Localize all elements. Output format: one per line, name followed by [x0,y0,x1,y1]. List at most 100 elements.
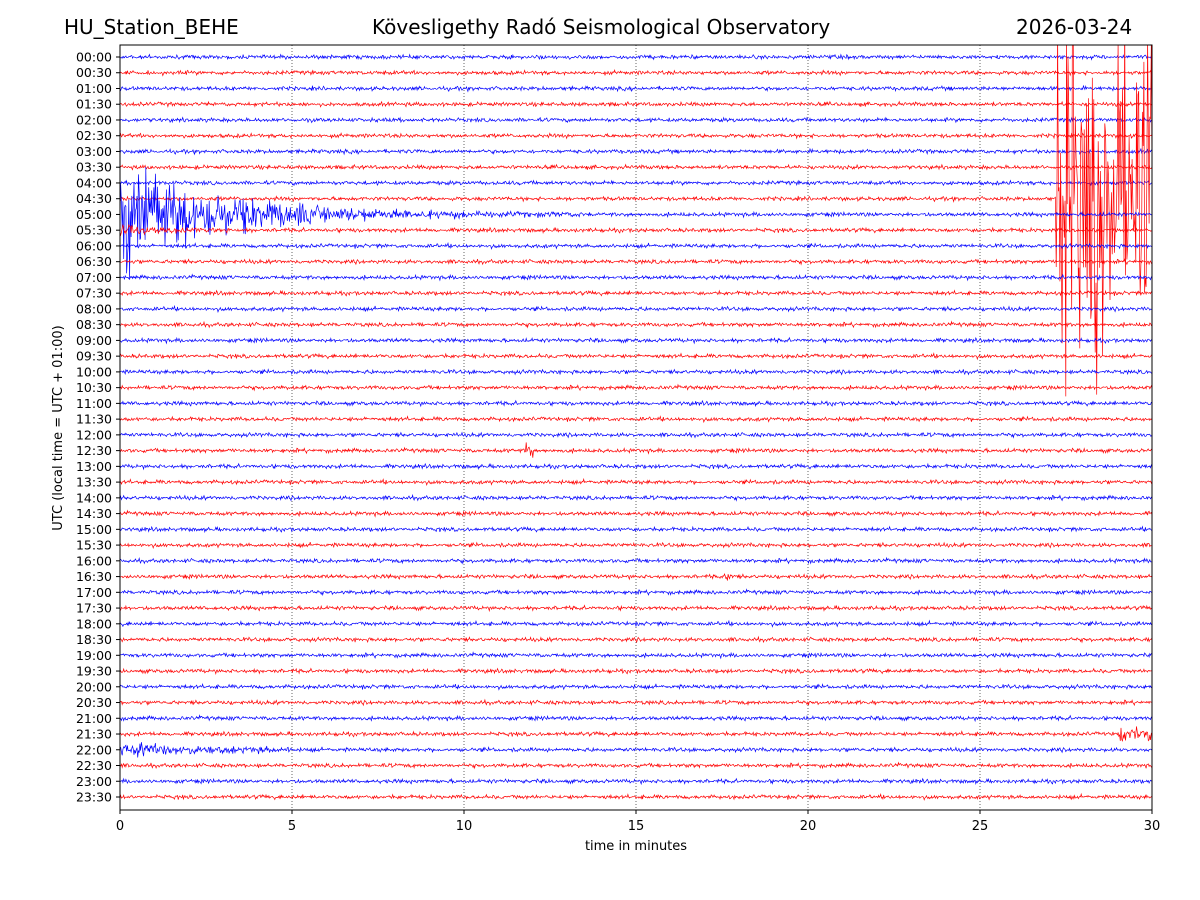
trace-0800 [120,304,1152,313]
row-label: 10:30 [76,380,112,395]
trace-1330 [120,477,1152,487]
row-label: 11:30 [76,412,112,427]
row-label: 06:00 [76,238,112,253]
row-label: 11:00 [76,396,112,411]
row-label: 18:00 [76,616,112,631]
trace-1200 [120,431,1152,439]
row-label: 09:30 [76,349,112,364]
row-label: 17:30 [76,601,112,616]
row-label: 15:30 [76,538,112,553]
trace-0500 [120,166,1152,280]
row-label: 16:00 [76,553,112,568]
trace-1730 [120,604,1152,613]
trace-2200 [120,742,1152,758]
x-tick-label: 25 [972,819,989,834]
x-tick-label: 0 [116,819,124,834]
trace-1700 [120,588,1152,597]
trace-1600 [120,556,1152,565]
trace-1030 [120,383,1152,392]
trace-0900 [120,336,1152,345]
row-label: 08:30 [76,317,112,332]
trace-1900 [120,651,1152,660]
row-label: 08:00 [76,301,112,316]
row-label: 14:00 [76,490,112,505]
row-label: 22:30 [76,758,112,773]
trace-1300 [120,462,1152,471]
row-label: 19:30 [76,664,112,679]
trace-0430 [120,45,1152,397]
row-label: 12:00 [76,427,112,442]
trace-0000 [120,53,1152,61]
x-tick-label: 5 [288,819,296,834]
y-axis-label: UTC (local time = UTC + 01:00) [51,325,66,530]
row-label: 01:30 [76,97,112,112]
trace-1630 [120,572,1152,581]
trace-1400 [120,493,1152,502]
trace-0700 [120,273,1152,282]
trace-0200 [120,116,1152,124]
row-label: 13:30 [76,475,112,490]
row-label: 13:00 [76,459,112,474]
row-label: 04:30 [76,191,112,206]
trace-0930 [120,352,1152,361]
trace-1100 [120,399,1152,408]
x-axis-label: time in minutes [585,839,687,854]
trace-1430 [120,509,1152,518]
trace-0330 [120,163,1152,171]
row-label: 07:00 [76,270,112,285]
station-label: HU_Station_BEHE [64,15,239,39]
row-label: 01:00 [76,81,112,96]
row-label: 00:30 [76,65,112,80]
trace-2300 [120,777,1152,786]
row-label: 00:00 [76,50,112,65]
row-label: 14:30 [76,506,112,521]
trace-2330 [120,792,1152,801]
trace-1230 [120,442,1152,458]
trace-0300 [120,147,1152,156]
trace-1000 [120,368,1152,376]
trace-0730 [120,289,1152,297]
row-label: 06:30 [76,254,112,269]
row-label: 12:30 [76,443,112,458]
trace-1830 [120,635,1152,644]
x-tick-label: 15 [628,819,645,834]
x-tick-label: 10 [456,819,473,834]
trace-2230 [120,761,1152,770]
trace-0130 [120,100,1152,108]
chart-title: Kövesligethy Radó Seismological Observat… [372,15,831,39]
row-label: 04:00 [76,175,112,190]
trace-2030 [120,698,1152,707]
row-label: 19:00 [76,648,112,663]
x-tick-label: 30 [1144,819,1161,834]
trace-0400 [120,179,1152,187]
trace-0230 [120,132,1152,140]
trace-1530 [120,541,1152,550]
trace-0830 [120,320,1152,329]
row-label: 09:00 [76,333,112,348]
row-label: 16:30 [76,569,112,584]
row-label: 02:00 [76,112,112,127]
row-label: 21:00 [76,711,112,726]
x-tick-label: 20 [800,819,817,834]
row-label: 03:00 [76,144,112,159]
trace-0600 [120,242,1152,250]
trace-1130 [120,415,1152,424]
trace-0630 [120,258,1152,266]
row-label: 21:30 [76,727,112,742]
row-label: 23:00 [76,774,112,789]
trace-2000 [120,682,1152,691]
trace-1800 [120,619,1152,628]
row-label: 03:30 [76,160,112,175]
row-label: 17:00 [76,585,112,600]
row-label: 18:30 [76,632,112,647]
trace-0030 [120,69,1152,77]
date-label: 2026-03-24 [1016,15,1133,39]
row-label: 20:30 [76,695,112,710]
row-label: 23:30 [76,790,112,805]
row-label: 22:00 [76,742,112,757]
row-label: 07:30 [76,286,112,301]
row-label: 02:30 [76,128,112,143]
row-label: 20:00 [76,679,112,694]
